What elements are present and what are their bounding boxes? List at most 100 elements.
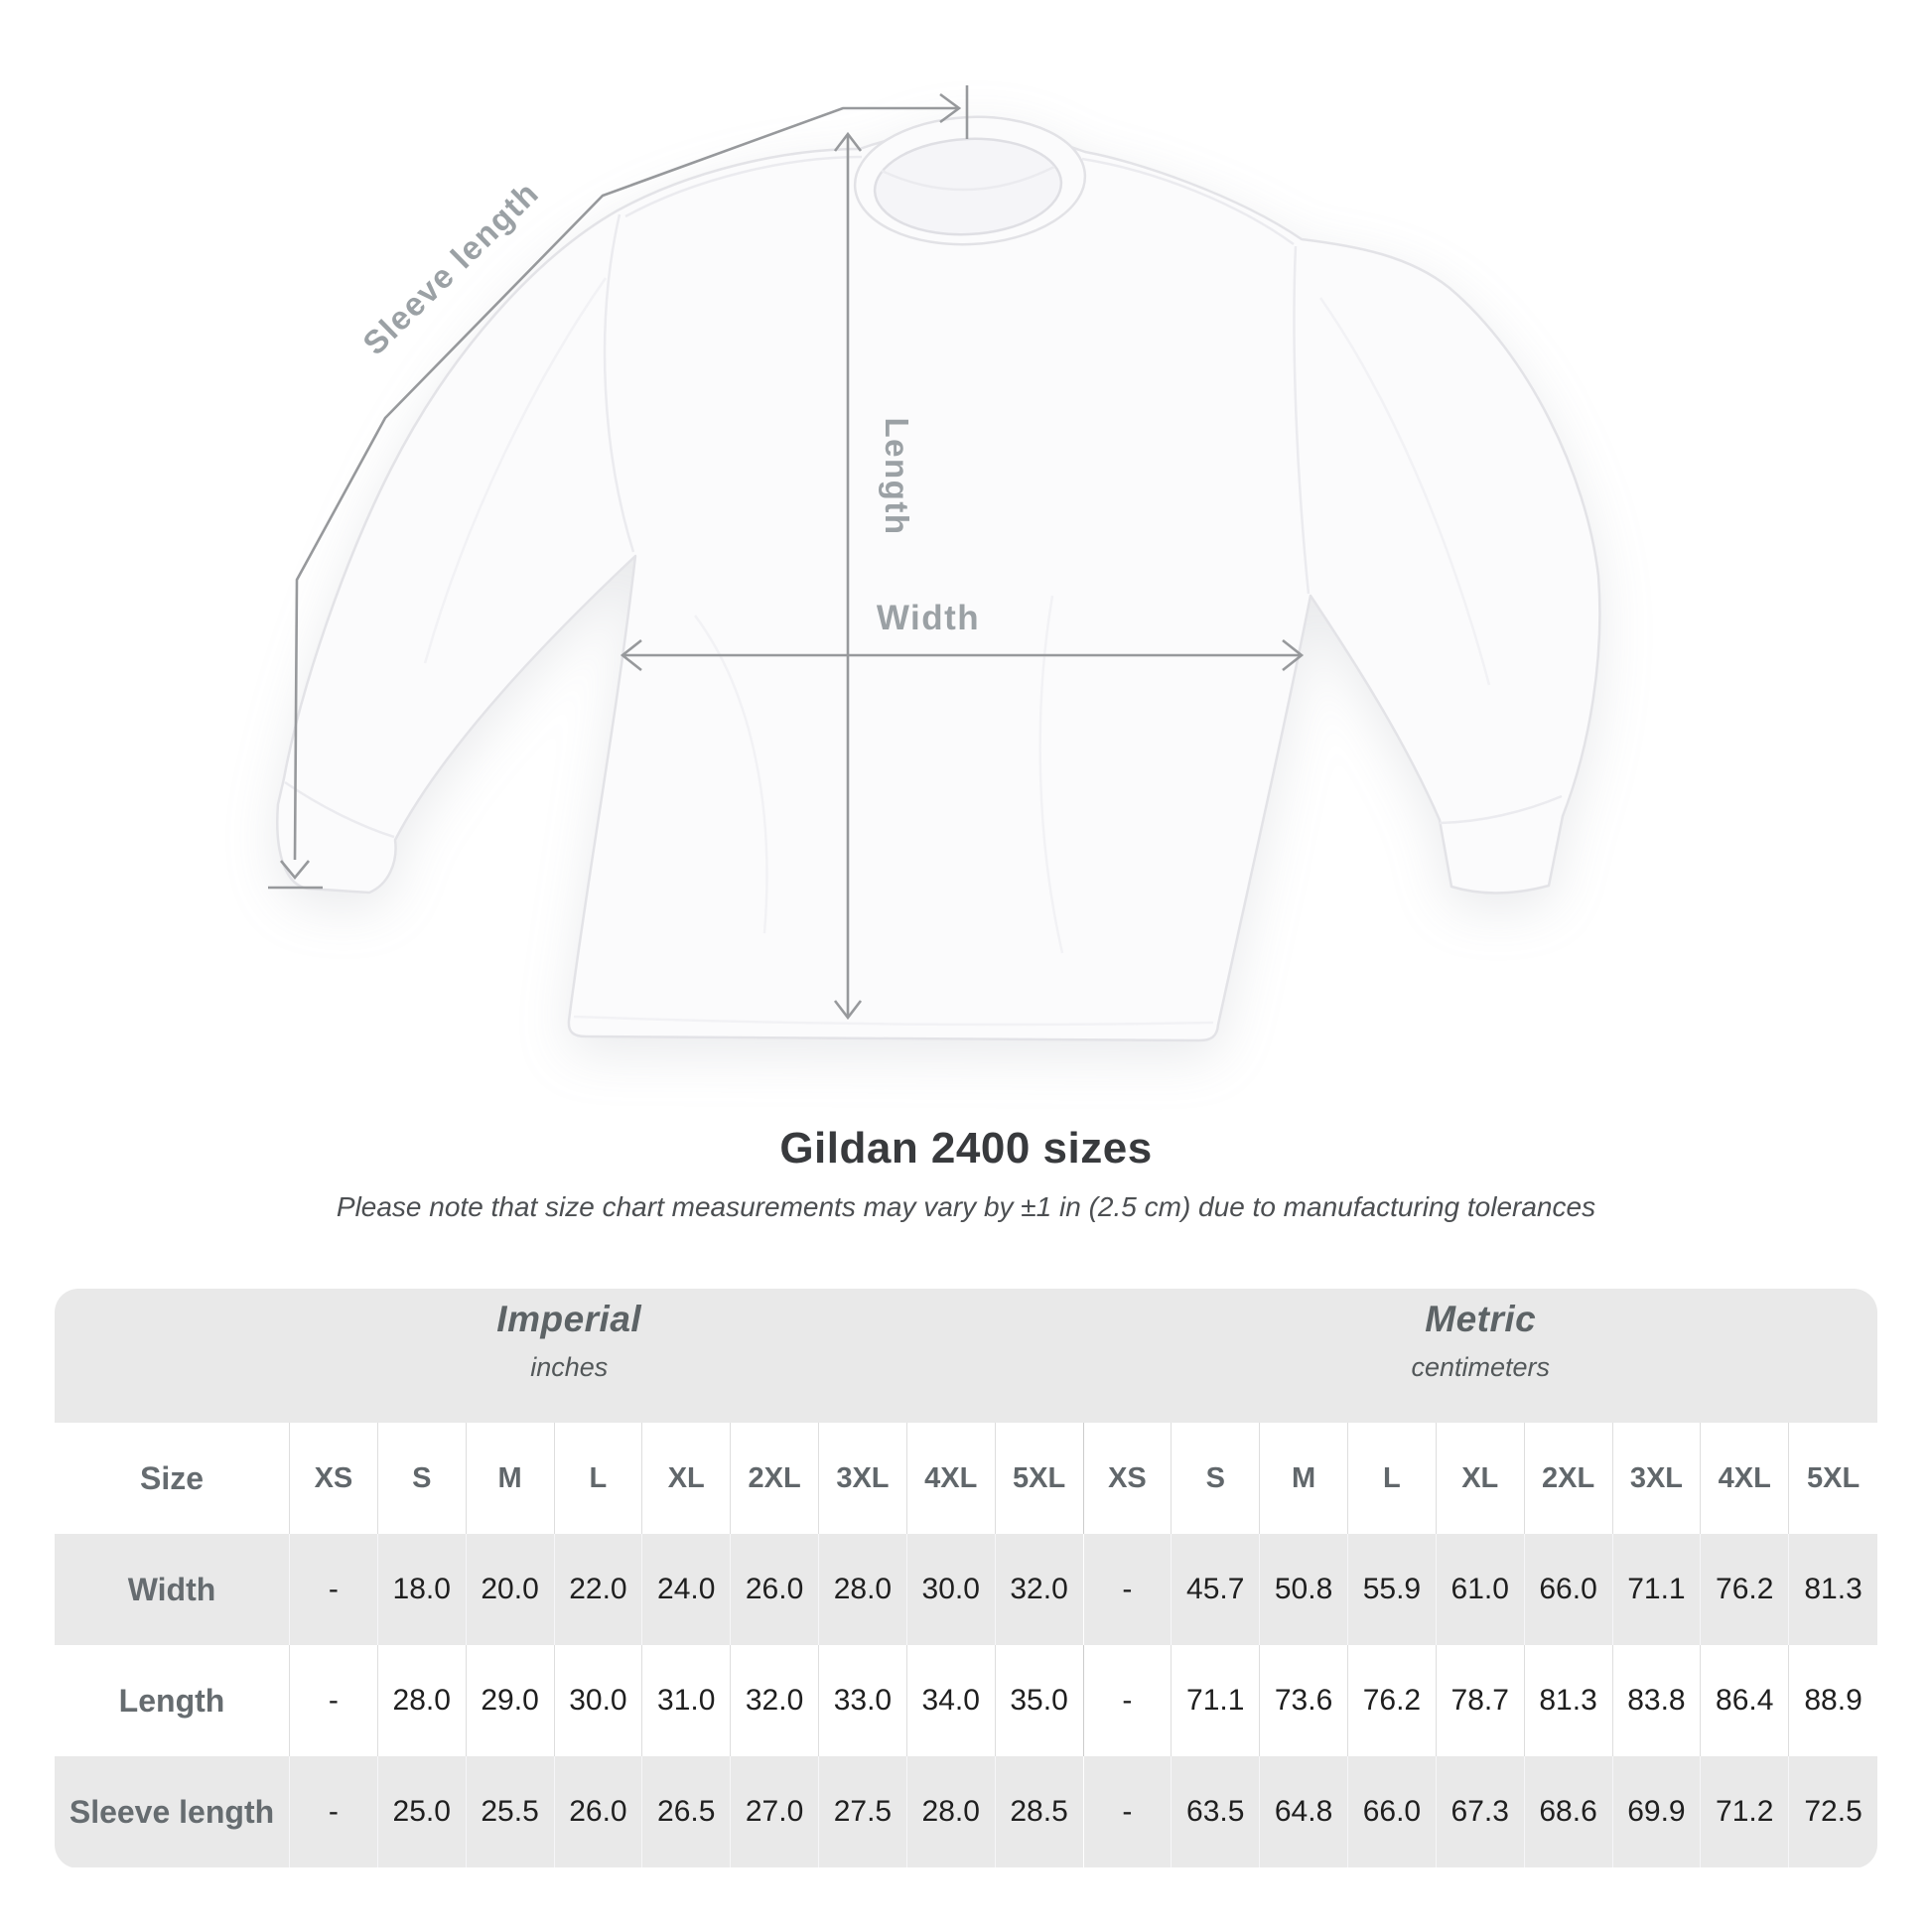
data-cell: 61.0 — [1437, 1534, 1525, 1645]
data-cell: 32.0 — [996, 1534, 1084, 1645]
data-cell: 68.6 — [1525, 1756, 1613, 1867]
data-cell: 86.4 — [1701, 1645, 1790, 1756]
length-arrowhead-down — [833, 1000, 863, 1021]
size-col-header: 4XL — [1701, 1423, 1790, 1534]
table-row: Width -18.0 20.0 22.0 24.0 26.0 28.0 30.0 32.0-4… — [55, 1534, 1877, 1645]
data-cell: 20.0 — [467, 1534, 555, 1645]
size-col-header: XL — [642, 1423, 732, 1534]
data-cell: 28.0 — [907, 1756, 996, 1867]
row-label: Width — [55, 1534, 290, 1645]
data-cell: 88.9 — [1804, 1684, 1863, 1717]
data-cell: - — [290, 1534, 378, 1645]
table-row: Sleeve length -25.0 25.5 26.0 26.5 27.0 27.5 28… — [55, 1756, 1877, 1867]
shoulder-seam-left — [624, 155, 863, 218]
shirt-graphic — [276, 115, 1601, 1042]
size-col-header: M — [467, 1423, 555, 1534]
data-cell: 66.0 — [1348, 1756, 1437, 1867]
data-cell: 32.0 — [731, 1645, 819, 1756]
data-cell: - — [290, 1756, 378, 1867]
sleeve-fold-left — [423, 277, 608, 664]
back-collar-seam — [881, 165, 1055, 192]
size-col-header: 3XL — [1613, 1423, 1702, 1534]
body-fold-right — [1038, 595, 1064, 954]
width-arrowhead-right — [1282, 638, 1305, 672]
data-cell: 27.0 — [731, 1756, 819, 1867]
data-cell: 31.0 — [642, 1645, 732, 1756]
data-cell: 34.0 — [907, 1645, 996, 1756]
data-cell: 28.0 — [819, 1534, 907, 1645]
size-col-header: S — [378, 1423, 467, 1534]
data-cell: 83.8 — [1613, 1645, 1702, 1756]
data-cell: 26.5 — [642, 1756, 732, 1867]
size-col-header: M — [1260, 1423, 1348, 1534]
sleeve-length-arrowhead-down — [279, 860, 311, 881]
data-cell: 76.2 — [1348, 1645, 1437, 1756]
shoulder-seam-right — [1081, 157, 1295, 246]
size-col-header: 2XL — [1525, 1423, 1613, 1534]
data-cell: - — [1084, 1645, 1173, 1756]
data-cell: 72.5 — [1804, 1795, 1863, 1828]
sleeve-length-arrowhead-right — [939, 92, 962, 124]
data-cell: 24.0 — [642, 1534, 732, 1645]
data-cell: 78.7 — [1437, 1645, 1525, 1756]
system-header-row: Imperial inches Metric centimeters — [55, 1289, 1877, 1423]
cuff-seam-right — [1439, 794, 1563, 825]
data-cell: 69.9 — [1613, 1756, 1702, 1867]
data-cell: 71.2 — [1701, 1756, 1790, 1867]
size-col-header: 3XL — [819, 1423, 907, 1534]
data-cell: 25.5 — [467, 1756, 555, 1867]
data-cell: 64.8 — [1260, 1756, 1348, 1867]
body-fold-left — [693, 615, 768, 934]
data-cell: 55.9 — [1348, 1534, 1437, 1645]
data-cell: 22.0 — [555, 1534, 643, 1645]
data-cell: 81.3 — [1525, 1645, 1613, 1756]
imperial-unit: inches — [530, 1352, 609, 1382]
row-label: Length — [55, 1645, 290, 1756]
sleeve-length-line — [268, 85, 969, 890]
data-cell: 30.0 — [555, 1645, 643, 1756]
data-cell: 66.0 — [1525, 1534, 1613, 1645]
data-cell: 63.5 — [1172, 1756, 1261, 1867]
data-cell: - — [1084, 1756, 1173, 1867]
data-cell: 28.5 — [996, 1756, 1084, 1867]
length-line — [833, 131, 863, 1021]
collar-opening — [873, 137, 1063, 236]
width-label: Width — [877, 599, 980, 637]
cuff-seam-left — [284, 780, 395, 839]
table-row: Length -28.0 29.0 30.0 31.0 32.0 33.0 34.0 35.0-… — [55, 1645, 1877, 1756]
data-cell: 26.0 — [555, 1756, 643, 1867]
metric-header: Metric centimeters — [1084, 1289, 1878, 1423]
data-cell: 45.7 — [1172, 1534, 1261, 1645]
size-col-header: XS — [1084, 1423, 1173, 1534]
hem-fold — [573, 1015, 1214, 1027]
data-cell: 25.0 — [378, 1756, 467, 1867]
size-col-header: 4XL — [907, 1423, 996, 1534]
imperial-title: Imperial — [496, 1299, 642, 1339]
data-cell: 18.0 — [378, 1534, 467, 1645]
data-cell: 73.6 — [1260, 1645, 1348, 1756]
metric-unit: centimeters — [1411, 1352, 1551, 1382]
armhole-seam-left — [603, 213, 635, 553]
data-cell: 26.0 — [731, 1534, 819, 1645]
data-cell: 35.0 — [996, 1645, 1084, 1756]
metric-title: Metric — [1425, 1299, 1537, 1339]
data-cell: 81.3 — [1804, 1573, 1863, 1605]
imperial-header: Imperial inches — [55, 1289, 1084, 1423]
size-col-header: 5XL — [1806, 1461, 1861, 1494]
size-table: Imperial inches Metric centimeters Size … — [55, 1289, 1877, 1868]
data-cell: - — [1084, 1534, 1173, 1645]
data-cell: 27.5 — [819, 1756, 907, 1867]
length-label: Length — [879, 418, 915, 536]
size-column-title: Size — [55, 1423, 290, 1534]
row-label: Sleeve length — [55, 1756, 290, 1867]
size-col-header: S — [1172, 1423, 1261, 1534]
data-cell: 71.1 — [1172, 1645, 1261, 1756]
sleeve-fold-right — [1318, 297, 1491, 686]
length-arrowhead-up — [833, 131, 863, 152]
width-arrowhead-left — [620, 638, 642, 672]
size-header-row: Size XS S M L XL 2XL 3XL 4XL 5XL XS S M L XL 2XL 3XL 4XL… — [55, 1423, 1877, 1534]
size-col-header: 5XL — [996, 1423, 1084, 1534]
shirt-body — [276, 128, 1601, 1042]
data-cell: - — [290, 1645, 378, 1756]
